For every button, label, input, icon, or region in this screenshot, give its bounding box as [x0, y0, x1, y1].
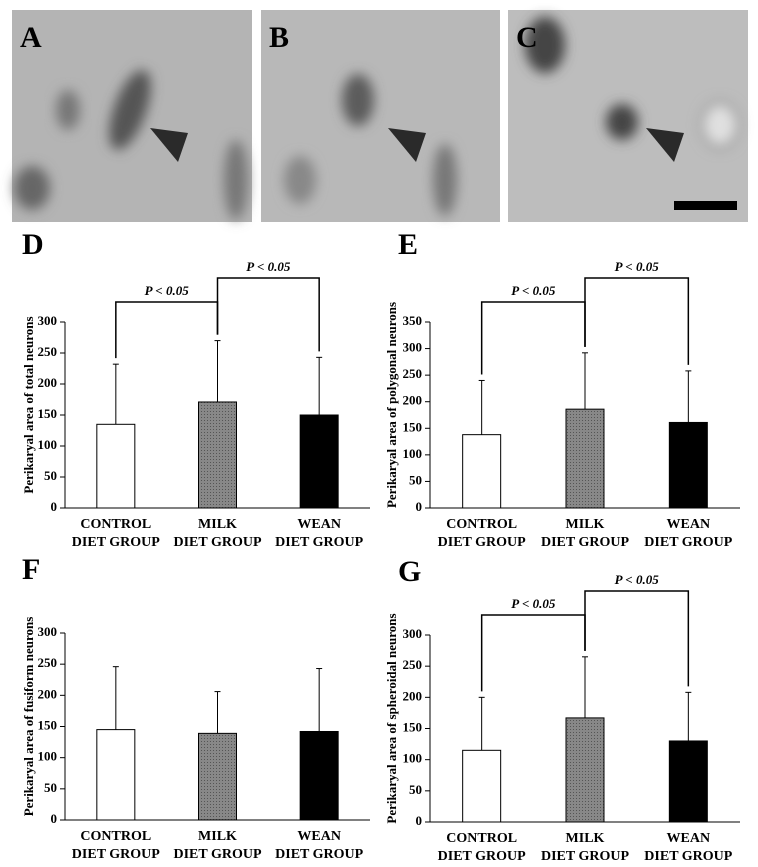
bar [96, 729, 136, 821]
panel-label: D [22, 228, 44, 261]
y-axis-label: Perikaryal area of spheroidal neurons [384, 613, 399, 823]
x-tick-label: CONTROL DIET GROUP [438, 831, 526, 864]
significance-bracket [480, 301, 586, 375]
bar [565, 717, 605, 823]
significance-label: P < 0.05 [246, 259, 291, 274]
x-tick-label: MILK DIET GROUP [173, 517, 261, 550]
x-tick-label: CONTROL DIET GROUP [72, 517, 160, 550]
bar [668, 740, 708, 823]
y-tick-label: 250 [38, 655, 58, 670]
y-tick-label: 150 [403, 419, 423, 434]
y-tick-label: 300 [38, 624, 58, 639]
panel-label: B [269, 21, 289, 54]
x-tick-label: WEAN DIET GROUP [644, 517, 732, 550]
x-tick-label: MILK DIET GROUP [173, 829, 261, 862]
y-tick-label: 300 [403, 626, 423, 641]
micrograph [12, 10, 252, 222]
y-tick-label: 100 [38, 437, 58, 452]
y-tick-label: 50 [409, 472, 422, 487]
y-tick-label: 0 [51, 499, 58, 514]
bar [462, 434, 502, 509]
y-tick-label: 250 [403, 657, 423, 672]
y-tick-label: 200 [38, 375, 58, 390]
y-tick-label: 200 [38, 686, 58, 701]
y-tick-label: 0 [51, 811, 58, 826]
significance-label: P < 0.05 [145, 283, 190, 298]
significance-bracket [115, 301, 219, 359]
x-tick-label: WEAN DIET GROUP [275, 829, 363, 862]
y-tick-label: 150 [38, 406, 58, 421]
y-tick-label: 0 [416, 813, 423, 828]
y-tick-label: 0 [416, 499, 423, 514]
x-tick-label: WEAN DIET GROUP [644, 831, 732, 864]
panel-label: F [22, 553, 40, 586]
scale-bar [674, 201, 737, 210]
bar [198, 732, 237, 821]
x-tick-label: CONTROL DIET GROUP [438, 517, 526, 550]
y-axis-label: Perikaryal area of total neurons [21, 316, 36, 493]
micrograph [261, 10, 500, 222]
x-tick-label: WEAN DIET GROUP [275, 517, 363, 550]
y-axis-label: Perikaryal area of polygonal neurons [384, 302, 399, 508]
micrograph [508, 10, 748, 222]
y-tick-label: 50 [44, 780, 57, 795]
x-tick-label: CONTROL DIET GROUP [72, 829, 160, 862]
panel-label: C [516, 21, 538, 54]
significance-label: P < 0.05 [615, 259, 660, 274]
significance-label: P < 0.05 [615, 572, 660, 587]
y-tick-label: 100 [38, 749, 58, 764]
bar [299, 730, 339, 821]
panel-label: G [398, 555, 421, 588]
bar [299, 414, 339, 509]
significance-label: P < 0.05 [511, 596, 556, 611]
y-tick-label: 50 [44, 468, 57, 483]
y-tick-label: 300 [38, 313, 58, 328]
significance-bracket [480, 614, 586, 692]
y-tick-label: 350 [403, 313, 423, 328]
bar [96, 423, 136, 509]
y-tick-label: 250 [403, 366, 423, 381]
significance-bracket [584, 590, 690, 687]
significance-bracket [584, 277, 690, 365]
panel-label: E [398, 228, 418, 261]
y-axis-label: Perikaryal area of fusiform neurons [21, 617, 36, 817]
panel-label: A [20, 21, 42, 54]
y-tick-label: 250 [38, 344, 58, 359]
x-tick-label: MILK DIET GROUP [541, 831, 629, 864]
significance-label: P < 0.05 [511, 283, 556, 298]
bar [198, 401, 237, 509]
y-tick-label: 150 [38, 717, 58, 732]
y-tick-label: 100 [403, 751, 423, 766]
bar [668, 421, 708, 509]
y-tick-label: 150 [403, 719, 423, 734]
y-tick-label: 200 [403, 393, 423, 408]
y-tick-label: 200 [403, 688, 423, 703]
bar [462, 749, 502, 823]
significance-bracket [216, 277, 320, 352]
y-tick-label: 300 [403, 340, 423, 355]
y-tick-label: 100 [403, 446, 423, 461]
bar [565, 408, 605, 509]
x-tick-label: MILK DIET GROUP [541, 517, 629, 550]
y-tick-label: 50 [409, 782, 422, 797]
